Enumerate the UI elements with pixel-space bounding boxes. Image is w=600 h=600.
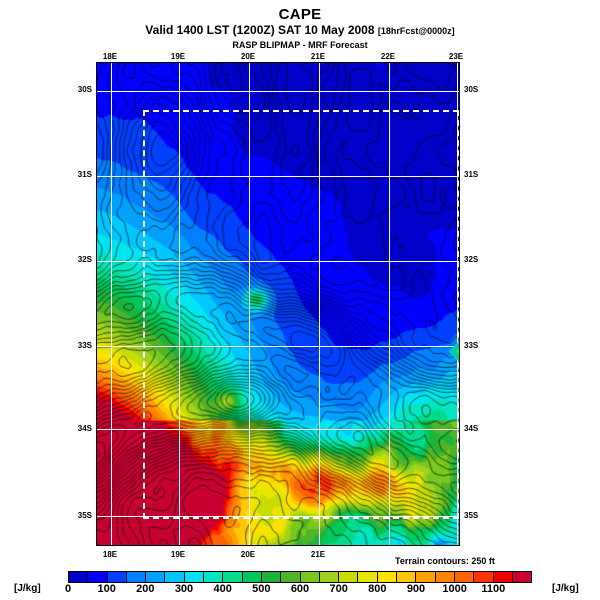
colorbar-swatch-12 xyxy=(300,572,320,582)
axis-bottom-label-3: 21E xyxy=(310,550,326,559)
axis-left-label-1: 31S xyxy=(77,170,92,179)
colorbar-tick-400: 400 xyxy=(213,583,232,595)
colorbar-tick-800: 800 xyxy=(368,583,387,595)
axis-top-label-4: 22E xyxy=(380,52,396,61)
axis-top-label-0: 18E xyxy=(102,52,118,61)
colorbar-swatch-17 xyxy=(397,572,417,582)
colorbar-tick-labels: 0 100 200 300 400 500 600 700 800 900 1000 1100 xyxy=(0,583,600,599)
unit-label-left: [J/kg] xyxy=(14,583,41,594)
colorbar-swatch-21 xyxy=(474,572,494,582)
colorbar-swatch-6 xyxy=(184,572,205,582)
title-block: CAPE Valid 1400 LST (1200Z) SAT 10 May 2… xyxy=(0,6,600,52)
colorbar-swatch-15 xyxy=(358,572,378,582)
colorbar-tick-100: 100 xyxy=(97,583,116,595)
colorbar-tick-300: 300 xyxy=(174,583,194,595)
axis-right-label-2: 32S xyxy=(464,255,479,264)
colorbar-tick-900: 900 xyxy=(406,583,426,595)
colorbar-swatch-9 xyxy=(242,572,262,582)
axis-left-label-2: 32S xyxy=(77,255,92,264)
axis-left-label-3: 33S xyxy=(77,341,92,350)
axis-right-label-4: 34S xyxy=(464,424,479,433)
forecast-tag: [18hrFcst@0000z] xyxy=(377,26,455,36)
axis-bottom-label-1: 19E xyxy=(170,550,186,559)
valid-time-text: Valid 1400 LST (1200Z) SAT 10 May 2008 xyxy=(145,23,375,37)
colorbar-tick-1100: 1100 xyxy=(481,583,506,595)
colorbar-swatch-18 xyxy=(416,572,436,582)
axis-right-label-5: 35S xyxy=(464,511,479,520)
colorbar-tick-0: 0 xyxy=(64,583,72,595)
model-subtitle: RASP BLIPMAP - MRF Forecast xyxy=(232,40,368,50)
axis-right-label-1: 31S xyxy=(464,170,479,179)
colorbar-swatch-5 xyxy=(165,572,185,582)
axis-top-label-5: 23E xyxy=(448,52,464,61)
terrain-contour-note: Terrain contours: 250 ft xyxy=(395,556,495,566)
axis-left-label-5: 35S xyxy=(77,511,92,520)
axis-top-label-1: 19E xyxy=(170,52,186,61)
colorbar-swatch-19 xyxy=(435,572,455,582)
axis-right-label-0: 30S xyxy=(464,85,479,94)
axis-top-label-2: 20E xyxy=(240,52,256,61)
colorbar-tick-600: 600 xyxy=(290,583,310,595)
colorbar-swatch-16 xyxy=(377,572,398,582)
colorbar-swatch-2 xyxy=(107,572,127,582)
colorbar-swatch-20 xyxy=(454,572,475,582)
axis-top-label-3: 21E xyxy=(310,52,326,61)
axis-left-label-4: 34S xyxy=(77,424,92,433)
axis-bottom-label-0: 18E xyxy=(102,550,118,559)
unit-label-right: [J/kg] xyxy=(552,583,579,594)
colorbar-swatch-7 xyxy=(204,572,224,582)
axis-right-label-3: 33S xyxy=(464,341,479,350)
colorbar-swatch-8 xyxy=(223,572,243,582)
colorbar-swatch-1 xyxy=(88,572,108,582)
colorbar-swatch-4 xyxy=(146,572,166,582)
colorbar-swatch-11 xyxy=(281,572,301,582)
colorbar-tick-200: 200 xyxy=(136,583,155,595)
cape-heatmap-canvas xyxy=(97,63,459,545)
colorbar-swatch-3 xyxy=(126,572,147,582)
axis-bottom-label-2: 20E xyxy=(240,550,256,559)
colorbar-swatch-23 xyxy=(512,572,532,582)
colorbar-tick-500: 500 xyxy=(252,583,271,595)
page-title: CAPE xyxy=(278,6,322,23)
colorbar[interactable] xyxy=(68,571,532,583)
colorbar-swatch-0 xyxy=(69,572,89,582)
colorbar-tick-1000: 1000 xyxy=(442,583,467,595)
colorbar-tick-700: 700 xyxy=(329,583,348,595)
colorbar-swatch-22 xyxy=(493,572,513,582)
axis-left-label-0: 30S xyxy=(77,85,92,94)
colorbar-swatch-10 xyxy=(261,572,282,582)
valid-time-subtitle: Valid 1400 LST (1200Z) SAT 10 May 2008 [… xyxy=(0,23,600,39)
colorbar-swatch-13 xyxy=(319,572,340,582)
colorbar-swatch-14 xyxy=(339,572,359,582)
map-plot-area[interactable] xyxy=(96,62,460,546)
